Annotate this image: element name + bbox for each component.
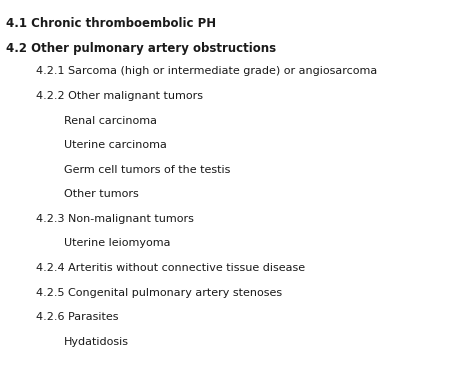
Text: 4.2.6 Parasites: 4.2.6 Parasites — [36, 312, 118, 322]
Text: 4.2.3 Non-malignant tumors: 4.2.3 Non-malignant tumors — [36, 214, 193, 224]
Text: Renal carcinoma: Renal carcinoma — [64, 116, 157, 126]
Text: Uterine carcinoma: Uterine carcinoma — [64, 140, 167, 150]
Text: 4.2.5 Congenital pulmonary artery stenoses: 4.2.5 Congenital pulmonary artery stenos… — [36, 288, 282, 298]
Text: 4.2 Other pulmonary artery obstructions: 4.2 Other pulmonary artery obstructions — [6, 42, 276, 55]
Text: 4.2.1 Sarcoma (high or intermediate grade) or angiosarcoma: 4.2.1 Sarcoma (high or intermediate grad… — [36, 66, 377, 76]
Text: 4.2.2 Other malignant tumors: 4.2.2 Other malignant tumors — [36, 91, 202, 101]
Text: Other tumors: Other tumors — [64, 189, 139, 199]
Text: 4.1 Chronic thromboembolic PH: 4.1 Chronic thromboembolic PH — [6, 17, 216, 30]
Text: Hydatidosis: Hydatidosis — [64, 337, 129, 347]
Text: 4.2.4 Arteritis without connective tissue disease: 4.2.4 Arteritis without connective tissu… — [36, 263, 305, 273]
Text: Uterine leiomyoma: Uterine leiomyoma — [64, 238, 171, 248]
Text: Germ cell tumors of the testis: Germ cell tumors of the testis — [64, 165, 230, 175]
